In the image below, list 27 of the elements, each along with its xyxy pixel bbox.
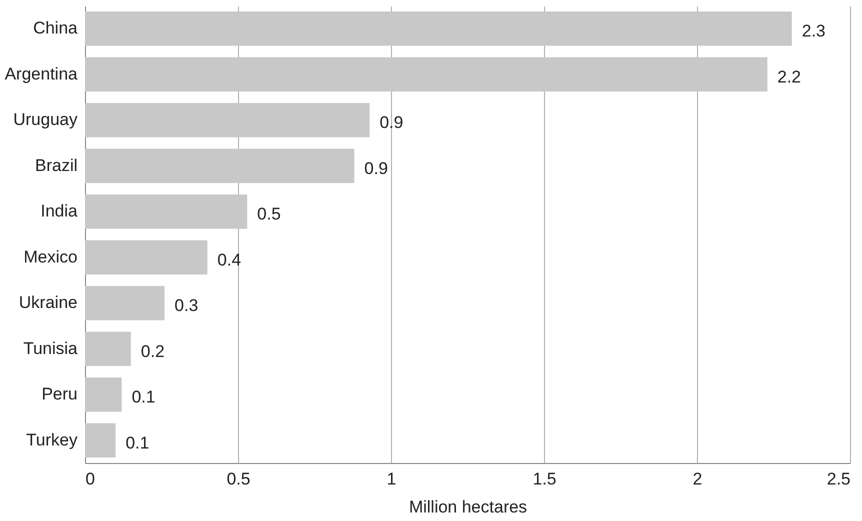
y-tick-label: Peru xyxy=(42,384,78,404)
x-tick-label: 2.5 xyxy=(826,470,850,488)
data-label: 0.9 xyxy=(364,158,388,178)
data-label: 2.3 xyxy=(802,22,826,41)
data-label: 0.1 xyxy=(132,388,156,407)
data-label: 0.4 xyxy=(217,250,242,270)
data-label: 0.1 xyxy=(126,433,150,452)
data-label: 0.5 xyxy=(257,204,281,224)
y-tick-label: India xyxy=(40,202,78,221)
y-tick-label: Tunisia xyxy=(23,338,78,358)
data-label: 2.2 xyxy=(777,67,802,86)
y-tick-label: Mexico xyxy=(24,247,78,266)
y-tick-label: Turkey xyxy=(26,430,78,450)
data-label: 0.3 xyxy=(174,296,198,316)
data-label: 0.2 xyxy=(140,342,165,361)
x-tick-label: 1 xyxy=(386,470,396,488)
y-tick-label: Argentina xyxy=(4,64,78,84)
x-tick-label: 2 xyxy=(692,470,702,488)
y-tick-label: Brazil xyxy=(34,156,78,175)
x-tick-label: 1.5 xyxy=(532,470,556,488)
y-tick-label: Ukraine xyxy=(18,293,78,312)
x-tick-label: 0.5 xyxy=(226,470,250,488)
x-axis-title: Million hectares xyxy=(408,498,528,516)
y-tick-label: Uruguay xyxy=(13,110,78,130)
y-tick-label: China xyxy=(33,18,78,38)
x-tick-label: 0 xyxy=(86,470,95,488)
data-label: 0.9 xyxy=(380,113,404,132)
